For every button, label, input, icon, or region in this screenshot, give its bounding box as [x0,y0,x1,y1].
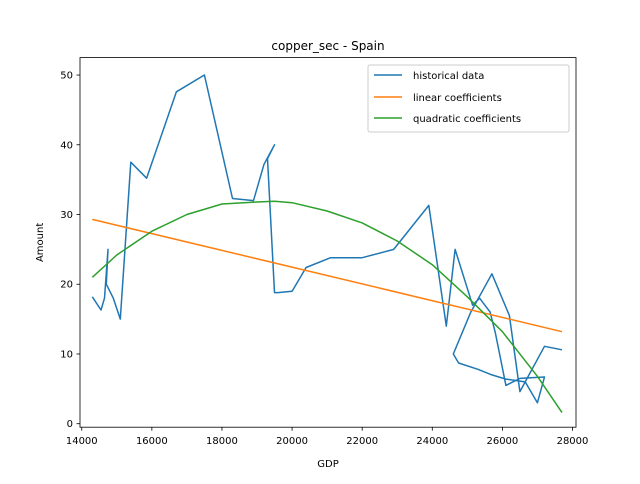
x-tick-label: 22000 [346,436,378,447]
plot-frame [79,57,577,428]
series-line-0 [91,74,563,404]
legend-label-linear: linear coefficients [413,93,502,104]
legend-label-quadratic: quadratic coefficients [413,114,521,125]
y-tick-label: 0 [67,419,73,430]
y-axis-label: Amount [35,223,46,262]
y-tick-label: 10 [60,349,73,360]
x-axis-ticks: 14000 16000 18000 20000 22000 24000 26000 28000 [66,427,589,447]
x-axis-label: GDP [317,459,338,470]
x-tick-label: 26000 [486,436,518,447]
x-tick-label: 24000 [416,436,448,447]
x-tick-label: 28000 [557,436,589,447]
y-tick-label: 20 [60,280,73,291]
y-tick-label: 30 [60,210,73,221]
x-tick-label: 18000 [206,436,238,447]
series-layer [91,74,563,414]
x-tick-label: 20000 [276,436,308,447]
x-tick-label: 16000 [136,436,168,447]
legend-box [367,64,570,133]
legend-label-historical: historical data [413,71,484,82]
chart-title: copper_sec - Spain [271,39,384,53]
y-tick-label: 40 [60,140,73,151]
y-axis-ticks: 0 10 20 30 40 50 [60,71,80,430]
series-line-2 [91,200,563,414]
legend: historical data linear coefficients quad… [367,64,570,133]
y-tick-label: 50 [60,71,73,82]
x-tick-label: 14000 [66,436,98,447]
